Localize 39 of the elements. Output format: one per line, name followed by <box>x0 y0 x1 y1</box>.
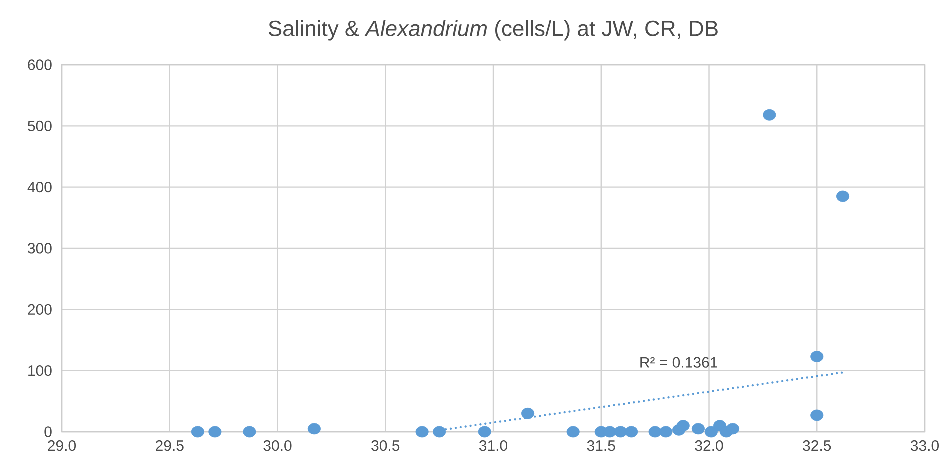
chart-title: Salinity & Alexandrium (cells/L) at JW, CR, DB <box>268 20 718 41</box>
point <box>648 426 662 438</box>
point <box>704 426 718 438</box>
x-tick-label: 29.5 <box>156 440 184 452</box>
x-tick-label: 29.0 <box>48 440 76 452</box>
y-tick-label: 200 <box>28 304 52 315</box>
y-tick-label: 0 <box>44 426 52 438</box>
point <box>810 410 824 422</box>
point <box>625 426 638 438</box>
point <box>208 426 222 438</box>
point <box>660 426 673 438</box>
y-tick-label: 600 <box>28 60 52 70</box>
x-tick-label: 31.0 <box>479 440 508 452</box>
x-tick-label: 30.0 <box>264 440 292 452</box>
x-tick-label: 32.5 <box>803 440 832 452</box>
x-tick-label: 30.5 <box>372 440 400 452</box>
point <box>676 420 690 432</box>
point <box>478 426 492 438</box>
point <box>692 423 705 435</box>
y-tick-label: 300 <box>28 243 52 254</box>
annotation: R² = 0.1361 <box>640 357 718 368</box>
y-tick-label: 500 <box>28 120 52 132</box>
point <box>614 426 628 438</box>
point <box>522 408 535 420</box>
point <box>243 426 256 438</box>
point <box>836 190 850 202</box>
point <box>416 426 429 438</box>
x-tick-label: 32.0 <box>695 440 724 452</box>
point <box>308 423 321 435</box>
point <box>566 426 580 438</box>
x-tick-label: 33.0 <box>910 440 940 452</box>
y-tick-label: 400 <box>28 182 52 193</box>
point <box>763 109 776 121</box>
point <box>191 426 204 438</box>
y-tick-label: 100 <box>28 366 52 376</box>
x-tick-label: 31.5 <box>587 440 616 452</box>
point <box>726 423 740 435</box>
point <box>433 426 446 438</box>
point <box>810 351 824 362</box>
